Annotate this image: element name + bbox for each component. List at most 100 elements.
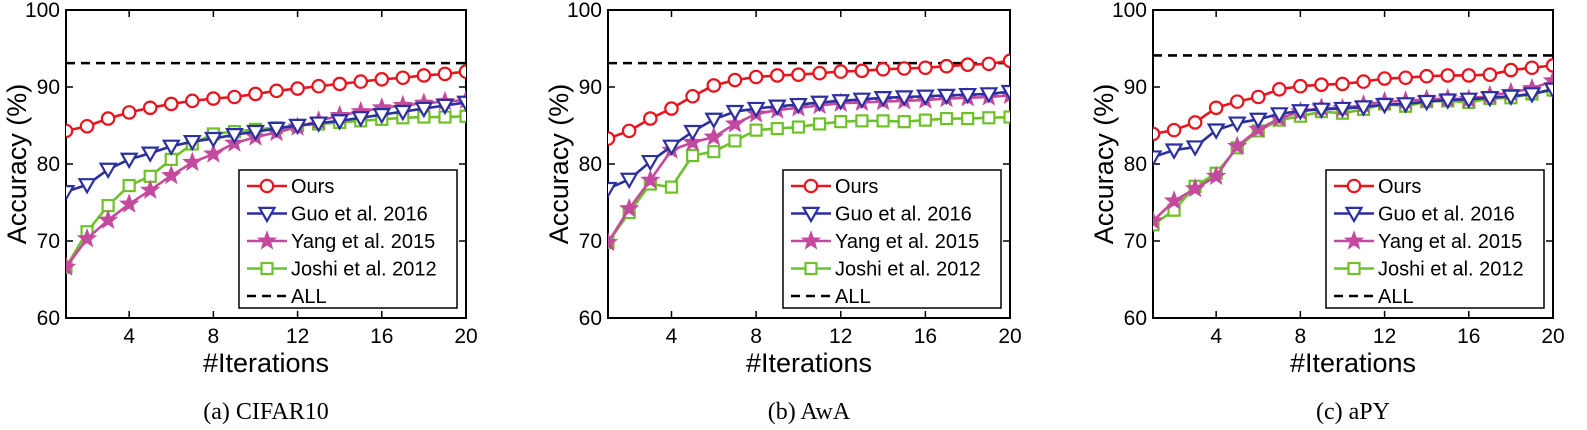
data-point (1438, 93, 1458, 110)
x-tick-label: 12 (1373, 325, 1396, 348)
data-point (1163, 190, 1185, 210)
panel-caption: (b) AwA (768, 399, 851, 425)
y-tick-label: 90 (37, 76, 60, 99)
data-point (122, 178, 136, 193)
series-joshi-et-al-2012 (608, 110, 1010, 250)
data-point (834, 115, 848, 129)
y-tick-label: 100 (567, 0, 602, 22)
data-point (121, 105, 137, 120)
series-ours (608, 53, 1010, 146)
data-point (225, 128, 244, 145)
data-point (1524, 60, 1540, 76)
y-tick-label: 70 (37, 230, 60, 253)
data-point (1206, 123, 1226, 140)
legend-marker (256, 230, 278, 250)
legend-marker (1343, 230, 1365, 250)
data-point (704, 112, 724, 130)
data-point (810, 95, 829, 113)
x-tick-label: 8 (750, 325, 762, 348)
data-point (1354, 100, 1373, 117)
data-point (1480, 91, 1500, 108)
data-point (640, 169, 661, 189)
data-point (182, 134, 202, 152)
y-tick-label: 100 (1112, 0, 1147, 22)
data-point (269, 83, 284, 99)
data-point (372, 107, 392, 125)
data-point (748, 69, 764, 85)
legend-item: Ours (1334, 176, 1421, 198)
data-point (770, 121, 784, 136)
data-point (958, 87, 978, 105)
data-point (1459, 92, 1479, 110)
legend-label: Yang et al. 2015 (835, 231, 979, 253)
data-point (1419, 68, 1434, 84)
series-ours (1153, 58, 1553, 142)
y-tick-label: 80 (37, 153, 60, 176)
x-tick-label: 16 (1457, 325, 1480, 348)
data-point (416, 68, 432, 83)
data-point (435, 98, 455, 116)
legend-item: Yang et al. 2015 (247, 230, 435, 253)
y-tick-label: 60 (579, 307, 602, 330)
data-point (267, 121, 286, 139)
data-point (982, 111, 996, 125)
data-point (77, 178, 97, 195)
legend-label: ALL (291, 286, 327, 308)
x-tick-label: 12 (829, 325, 852, 348)
data-point (1333, 101, 1352, 119)
data-point (119, 152, 139, 170)
data-point (66, 184, 76, 202)
data-point (876, 114, 890, 128)
legend-item: Joshi et al. 2012 (247, 259, 437, 281)
legend-marker (257, 206, 277, 224)
data-point (643, 111, 658, 126)
data-point (351, 111, 371, 128)
data-point (206, 91, 221, 106)
data-point (1482, 67, 1498, 82)
data-point (918, 60, 933, 76)
data-point (309, 116, 329, 133)
data-point (1440, 68, 1456, 83)
data-point (749, 123, 763, 137)
data-point (662, 139, 681, 157)
legend-item: Joshi et al. 2012 (791, 259, 981, 281)
data-point (831, 94, 851, 111)
data-point (894, 90, 914, 107)
data-point (1398, 70, 1413, 86)
plot-area (1153, 54, 1553, 232)
data-point (79, 118, 95, 134)
legend-marker (260, 261, 274, 276)
data-point (939, 58, 954, 74)
y-axis-title: Accuracy (%) (2, 84, 32, 245)
data-point (1356, 74, 1371, 89)
data-point (918, 113, 932, 127)
data-point (725, 104, 745, 122)
data-point (608, 131, 616, 146)
data-point (1164, 143, 1184, 160)
data-point (100, 111, 116, 126)
data-point (619, 172, 639, 190)
data-point (664, 101, 679, 116)
legend-item: Yang et al. 2015 (1334, 230, 1522, 253)
data-point (1208, 100, 1224, 116)
x-tick-label: 8 (1295, 325, 1307, 348)
data-point (76, 227, 98, 248)
data-point (1377, 71, 1392, 86)
x-tick-label: 20 (998, 325, 1021, 348)
y-tick-label: 60 (37, 307, 60, 330)
plot-area (608, 53, 1010, 252)
x-tick-label: 16 (914, 325, 937, 348)
data-point (1272, 82, 1287, 97)
legend-item: Guo et al. 2016 (247, 204, 428, 226)
data-point (855, 114, 869, 128)
legend-marker (1344, 206, 1364, 224)
y-tick-label: 70 (1124, 230, 1147, 253)
data-point (1417, 94, 1437, 112)
legend-label: Yang et al. 2015 (1378, 231, 1522, 253)
x-tick-label: 20 (1541, 325, 1564, 348)
data-point (724, 113, 746, 133)
data-point (897, 115, 911, 129)
y-tick-label: 70 (579, 230, 602, 253)
data-point (1501, 89, 1521, 106)
